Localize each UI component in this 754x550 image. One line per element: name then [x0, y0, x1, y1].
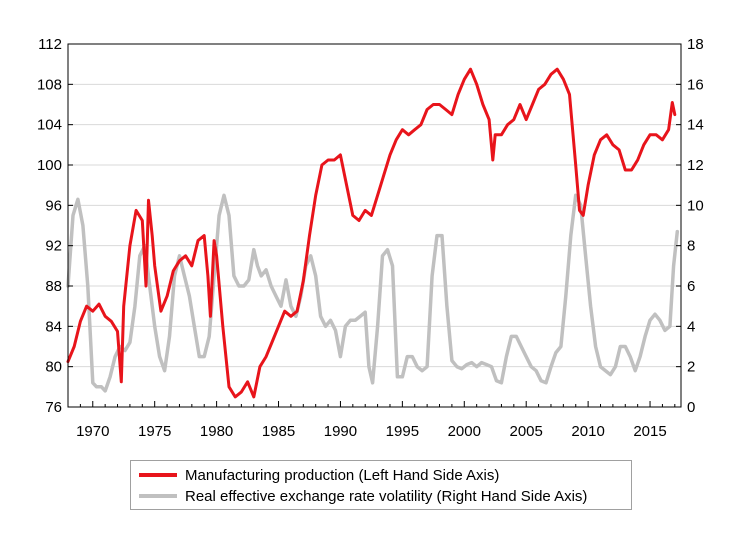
left-axis-tick-label: 88: [45, 278, 62, 295]
right-axis-tick-label: 14: [687, 117, 704, 134]
right-axis-tick-label: 16: [687, 76, 704, 93]
axes: 76 80 84 88 92 96 100 104 108 112 0 2 4 6 8 10 12 14 16 18 1…: [37, 36, 704, 440]
left-axis-tick-label: 96: [45, 197, 62, 214]
x-axis-tick-label: 1995: [386, 423, 419, 440]
right-axis-tick-label: 6: [687, 278, 695, 295]
left-axis-tick-label: 84: [45, 318, 62, 335]
legend: Manufacturing production (Left Hand Side…: [130, 460, 632, 510]
right-axis-tick-label: 12: [687, 157, 704, 174]
legend-swatch-manufacturing: [139, 473, 177, 477]
gridlines: [68, 83, 681, 368]
x-axis-tick-label: 2010: [571, 423, 604, 440]
left-axis-tick-label: 108: [37, 76, 62, 93]
legend-label-manufacturing: Manufacturing production (Left Hand Side…: [185, 466, 500, 484]
series-layer: [66, 67, 680, 399]
right-axis-tick-label: 18: [687, 36, 704, 53]
right-axis-tick-label: 4: [687, 318, 695, 335]
x-axis-tick-label: 2000: [448, 423, 481, 440]
x-axis-tick-label: 1970: [76, 423, 109, 440]
left-axis-tick-label: 112: [38, 36, 62, 53]
legend-label-volatility: Real effective exchange rate volatility …: [185, 487, 588, 505]
legend-item-manufacturing: Manufacturing production (Left Hand Side…: [139, 465, 499, 485]
x-axis-tick-label: 2015: [633, 423, 666, 440]
series-line-volatility: [66, 193, 680, 393]
x-axis-tick-label: 1990: [324, 423, 357, 440]
x-axis-tick-label: 1975: [138, 423, 171, 440]
series-line-manufacturing: [66, 67, 677, 399]
left-axis-tick-label: 104: [37, 117, 62, 134]
left-axis-tick-label: 92: [45, 238, 62, 255]
legend-swatch-volatility: [139, 494, 177, 498]
legend-item-volatility: Real effective exchange rate volatility …: [139, 486, 587, 506]
x-axis-tick-label: 2005: [510, 423, 543, 440]
left-axis-tick-label: 100: [37, 157, 62, 174]
right-axis-tick-label: 10: [687, 197, 704, 214]
right-axis-tick-label: 8: [687, 238, 695, 255]
x-axis-tick-label: 1980: [200, 423, 233, 440]
x-axis-tick-label: 1985: [262, 423, 295, 440]
right-axis-tick-label: 0: [687, 399, 695, 416]
right-axis-tick-label: 2: [687, 359, 695, 376]
left-axis-tick-label: 80: [45, 359, 62, 376]
left-axis-tick-label: 76: [45, 399, 62, 416]
plot-frame: [67, 43, 682, 408]
